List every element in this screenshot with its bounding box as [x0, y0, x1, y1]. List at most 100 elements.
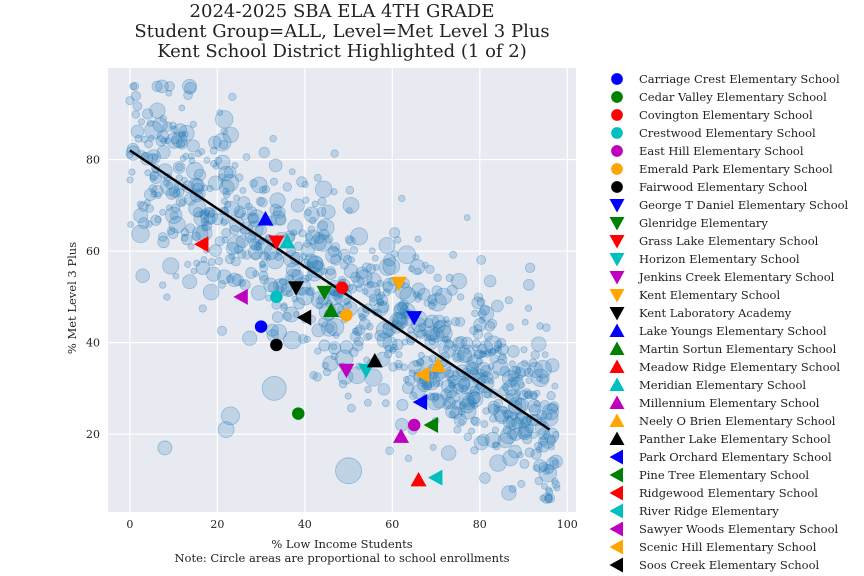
school-point — [453, 425, 462, 434]
school-point — [301, 274, 310, 283]
highlighted-school-marker — [270, 290, 283, 304]
school-point — [404, 375, 416, 387]
school-point — [158, 232, 168, 242]
legend-marker — [609, 413, 625, 427]
school-point — [383, 253, 396, 267]
school-point — [285, 262, 301, 278]
school-point — [183, 90, 193, 100]
legend-label: Pine Tree Elementary School — [639, 468, 809, 482]
school-point — [208, 135, 222, 149]
school-point — [501, 383, 510, 391]
school-point — [155, 135, 167, 147]
school-point — [377, 298, 384, 306]
legend-label: Park Orchard Elementary School — [639, 450, 832, 464]
school-point — [520, 346, 528, 354]
school-point — [363, 333, 372, 342]
school-point — [228, 92, 237, 102]
school-point — [251, 251, 261, 261]
school-point — [425, 264, 435, 275]
school-point — [255, 196, 265, 206]
school-point — [417, 287, 431, 301]
school-point — [463, 214, 471, 222]
legend-marker — [609, 539, 623, 555]
school-point — [514, 389, 522, 397]
school-point — [361, 262, 372, 273]
school-point — [221, 406, 240, 426]
school-point — [269, 203, 282, 217]
school-point — [303, 239, 312, 248]
school-point — [518, 389, 529, 401]
school-point — [479, 350, 487, 358]
school-point — [184, 81, 197, 95]
school-point — [542, 323, 551, 332]
school-point — [224, 166, 237, 179]
school-point — [304, 229, 321, 245]
school-point — [156, 145, 171, 160]
school-point — [548, 443, 556, 451]
legend-marker — [609, 377, 625, 391]
school-point — [159, 208, 167, 216]
school-point — [186, 139, 200, 153]
school-point — [145, 220, 153, 228]
school-point — [502, 450, 519, 467]
school-point — [487, 377, 495, 385]
school-point — [198, 148, 206, 156]
legend-marker — [609, 449, 623, 465]
school-point — [523, 278, 535, 291]
school-point — [147, 134, 155, 142]
x-tick-label: 40 — [298, 518, 312, 531]
school-point — [388, 362, 398, 372]
legend-marker — [609, 235, 625, 249]
school-point — [264, 253, 272, 262]
highlighted-school-marker — [406, 311, 423, 326]
school-point — [445, 404, 460, 419]
school-point — [322, 355, 339, 372]
school-point — [247, 213, 259, 224]
school-point — [295, 287, 315, 306]
school-point — [312, 260, 323, 271]
school-point — [477, 309, 487, 319]
school-point — [287, 219, 303, 236]
school-point — [535, 446, 543, 453]
school-point — [412, 359, 420, 367]
school-point — [463, 432, 473, 442]
school-point — [363, 398, 372, 407]
school-point — [175, 196, 187, 208]
school-point — [450, 272, 468, 290]
school-point — [252, 270, 260, 278]
school-point — [198, 304, 207, 313]
school-point — [134, 134, 143, 143]
school-point — [428, 292, 447, 312]
school-point — [409, 391, 418, 400]
school-point — [525, 424, 535, 434]
school-point — [530, 448, 542, 460]
school-point — [287, 274, 294, 281]
school-point — [183, 192, 197, 206]
school-point — [168, 216, 186, 234]
school-point — [382, 336, 398, 352]
school-point — [453, 413, 467, 427]
school-point — [514, 397, 523, 406]
school-point — [350, 271, 361, 283]
school-point — [330, 188, 338, 196]
school-point — [242, 250, 252, 260]
school-point — [489, 454, 507, 472]
legend-label: Scenic Hill Elementary School — [639, 540, 817, 554]
school-point — [272, 206, 286, 219]
school-point — [353, 336, 364, 347]
school-point — [231, 162, 239, 169]
school-point — [221, 236, 229, 244]
school-point — [491, 299, 504, 313]
school-point — [440, 379, 455, 393]
school-point — [450, 317, 461, 327]
school-point — [156, 130, 170, 143]
school-point — [233, 205, 247, 219]
school-point — [327, 245, 340, 258]
school-point — [540, 433, 556, 449]
school-point — [152, 117, 168, 133]
school-point — [212, 162, 220, 170]
school-point — [343, 263, 359, 279]
school-point — [451, 399, 462, 410]
school-point — [430, 298, 438, 307]
school-point — [396, 301, 408, 313]
